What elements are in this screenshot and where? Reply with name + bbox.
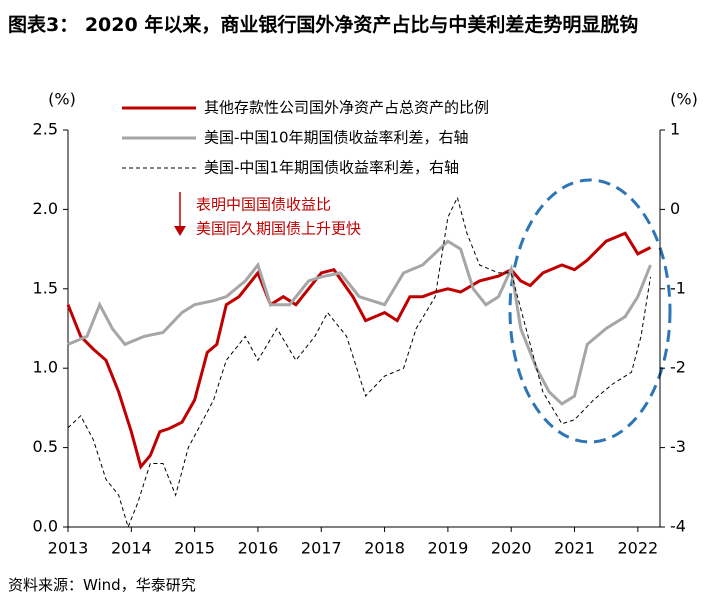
- x-tick-label: 2020: [491, 539, 532, 558]
- y2-tick-label: -1: [670, 278, 686, 297]
- y-tick-label: 1.5: [33, 278, 58, 297]
- legend-label: 美国-中国1年期国债收益率利差，右轴: [204, 159, 459, 177]
- y2-unit: (%): [670, 90, 698, 109]
- y-tick-label: 2.0: [33, 199, 58, 218]
- x-tick-label: 2017: [301, 539, 342, 558]
- legend-label: 美国-中国10年期国债收益率利差，右轴: [204, 129, 469, 147]
- x-tick-label: 2016: [238, 539, 279, 558]
- x-tick-label: 2013: [48, 539, 89, 558]
- y-tick-label: 0.0: [33, 517, 58, 536]
- x-tick-label: 2015: [174, 539, 215, 558]
- series-line: [67, 239, 652, 406]
- series-line: [67, 196, 651, 529]
- legend-label: 其他存款性公司国外净资产占总资产的比例: [204, 99, 489, 117]
- x-tick-label: 2019: [428, 539, 469, 558]
- y2-tick-label: 1: [670, 120, 680, 139]
- y2-tick-label: 0: [670, 199, 680, 218]
- highlight-ellipse: [508, 178, 672, 444]
- y-tick-label: 0.5: [33, 437, 58, 456]
- x-tick-label: 2018: [364, 539, 405, 558]
- annotation: 表明中国国债收益比: [196, 196, 331, 214]
- annotation-arrowhead: [174, 226, 186, 236]
- y-tick-label: 1.0: [33, 358, 58, 377]
- chart-title: 图表3： 2020 年以来，商业银行国外净资产占比与中美利差走势明显脱钩: [8, 14, 639, 36]
- x-tick-label: 2014: [111, 539, 152, 558]
- y2-tick-label: -3: [670, 437, 686, 456]
- x-tick-label: 2021: [554, 539, 595, 558]
- y2-tick-label: -2: [670, 358, 686, 377]
- y-unit: (%): [48, 90, 76, 109]
- series-line: [66, 231, 652, 470]
- y-tick-label: 2.5: [33, 120, 58, 139]
- x-tick-label: 2022: [617, 539, 658, 558]
- source: 资料来源：Wind，华泰研究: [8, 576, 196, 594]
- y2-tick-label: -4: [670, 517, 686, 536]
- annotation: 美国同久期国债上升更快: [196, 220, 361, 238]
